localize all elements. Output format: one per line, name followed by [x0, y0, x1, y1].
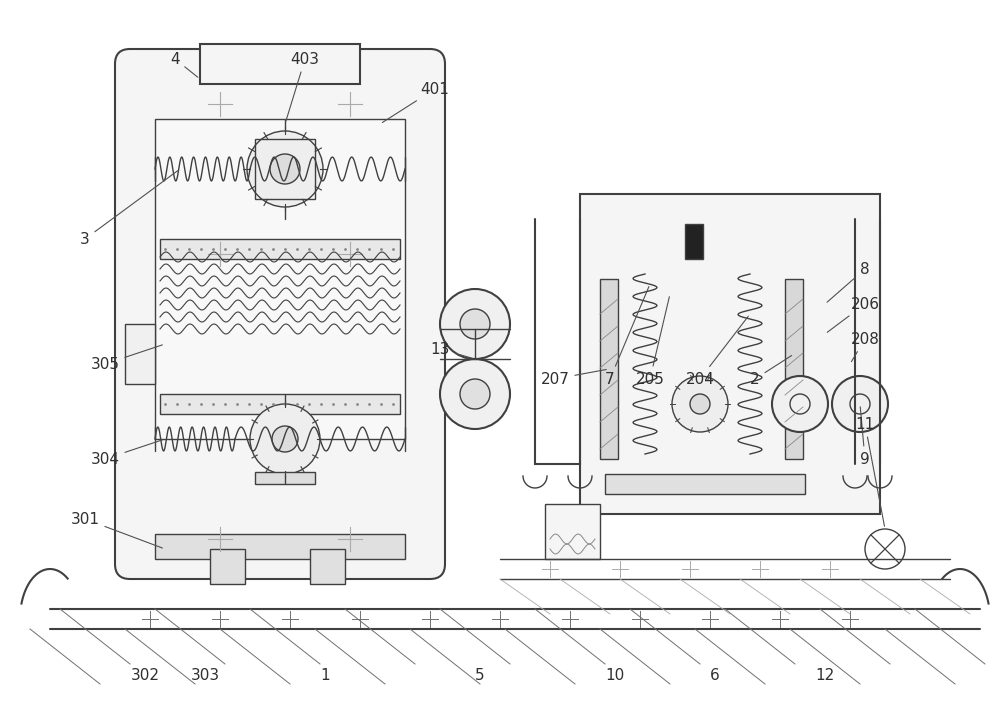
Bar: [155, 119, 405, 439]
Text: 3: 3: [80, 171, 178, 246]
Text: 4: 4: [170, 51, 198, 77]
Text: 305: 305: [91, 345, 162, 371]
Circle shape: [272, 426, 298, 452]
Bar: [605, 474, 805, 494]
Circle shape: [247, 131, 323, 207]
Text: 208: 208: [851, 331, 879, 361]
Bar: [200, 44, 360, 84]
FancyBboxPatch shape: [115, 49, 445, 579]
Bar: [785, 279, 803, 459]
Text: 5: 5: [475, 668, 485, 683]
Bar: [545, 504, 600, 559]
Circle shape: [250, 404, 320, 474]
Text: 304: 304: [91, 440, 162, 466]
Text: 10: 10: [605, 668, 625, 683]
Text: 204: 204: [686, 316, 748, 386]
Circle shape: [672, 376, 728, 432]
Circle shape: [270, 154, 300, 184]
Bar: [255, 472, 315, 484]
Text: 302: 302: [131, 668, 160, 683]
Text: 12: 12: [815, 668, 835, 683]
Bar: [125, 324, 155, 384]
Text: 207: 207: [541, 370, 606, 386]
Circle shape: [440, 359, 510, 429]
Text: 403: 403: [286, 51, 320, 121]
Circle shape: [460, 309, 490, 339]
Text: 1: 1: [320, 668, 330, 683]
Circle shape: [772, 376, 828, 432]
Text: 7: 7: [605, 286, 649, 386]
Text: 9: 9: [860, 407, 870, 466]
Text: 11: 11: [855, 416, 884, 526]
Bar: [685, 224, 703, 259]
Text: 8: 8: [827, 261, 870, 302]
Text: 13: 13: [430, 341, 472, 358]
Bar: [600, 279, 618, 459]
Circle shape: [460, 379, 490, 409]
Text: 401: 401: [382, 81, 449, 123]
Circle shape: [865, 529, 905, 569]
Bar: [210, 549, 245, 584]
Bar: [580, 194, 880, 514]
Text: 6: 6: [710, 668, 720, 683]
Text: 303: 303: [190, 668, 220, 683]
Bar: [155, 534, 405, 559]
Circle shape: [440, 289, 510, 359]
Bar: [255, 139, 315, 199]
Bar: [160, 239, 400, 259]
Text: 206: 206: [827, 296, 880, 332]
Circle shape: [832, 376, 888, 432]
Text: 301: 301: [71, 511, 162, 548]
Bar: [310, 549, 345, 584]
Bar: [160, 394, 400, 414]
Circle shape: [690, 394, 710, 414]
Text: 2: 2: [750, 356, 792, 386]
Text: 205: 205: [636, 297, 669, 386]
